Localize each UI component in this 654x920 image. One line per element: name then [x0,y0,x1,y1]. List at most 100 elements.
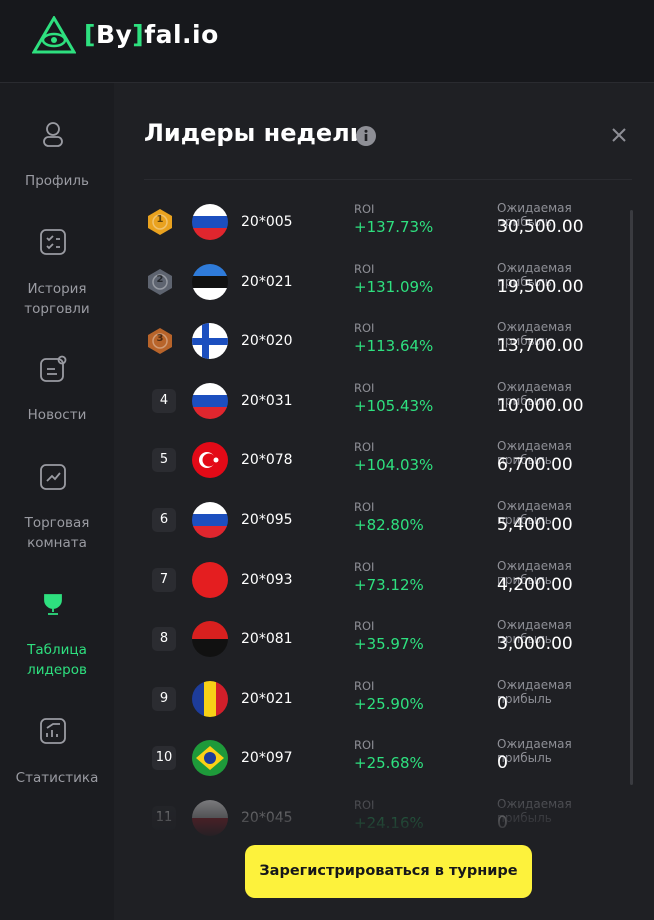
leader-row: 4 20*031 ROI +105.43% Ожидаемая прибыль 10,00… [144,377,624,427]
leader-row: 2 20*021 ROI +131.09% Ожидаемая прибыль 19,50… [144,258,624,308]
nav-item[interactable]: Профиль [25,173,89,189]
nav-item[interactable]: История торговли [24,281,90,317]
nav-icon[interactable] [38,119,68,149]
flag [192,323,228,360]
leader-row: 10 20*097 ROI +25.68% Ожидаемая прибыль 0 [144,734,624,784]
leader-row: 1 20*005 ROI +137.73% Ожидаемая прибыль 30,50… [144,198,624,248]
roi-value: +25.68% [354,754,424,773]
header: [By]fal.io [0,0,654,83]
logo-text: fal.io [144,20,219,49]
roi-value: +104.03% [354,456,434,475]
flag [192,561,228,598]
nav-icon[interactable] [38,354,68,384]
scrollbar[interactable] [630,210,633,785]
trader-name: 20*020 [241,333,293,350]
panel-title: Лидеры недели [144,119,367,147]
profit-value: 13,700.00 [497,336,584,357]
rank: 5 [152,448,176,473]
info-icon[interactable] [355,125,377,147]
leader-row: 5 20*078 ROI +104.03% Ожидаемая прибыль 6,700… [144,436,624,486]
register-button[interactable]: Зарегистрироваться в турнире [245,845,532,898]
roi-value: +113.64% [354,337,434,356]
flag [192,740,228,777]
trader-name: 20*005 [241,214,293,230]
nav-item[interactable]: Таблица лидеров [27,642,87,678]
leader-row: 6 20*095 ROI +82.80% Ожидаемая прибыль 5,400.… [144,496,624,546]
rank: 1 [156,214,164,225]
close-button[interactable] [611,127,627,143]
profit-value: 30,500.00 [497,217,584,237]
logo[interactable]: [By]fal.io [84,20,219,49]
nav-icon[interactable] [38,227,68,257]
trader-name: 20*095 [241,512,293,528]
roi-label: ROI [354,559,375,574]
rank: 4 [152,388,176,413]
profit-value: 0 [497,753,508,774]
flag [192,382,228,419]
profit-label: Ожидаемая прибыль [497,618,572,647]
roi-value: +35.97% [354,635,424,654]
leader-row: 8 20*081 ROI +35.97% Ожидаемая прибыль 3,000.… [144,615,624,665]
medal [148,268,172,295]
sidebar [0,83,114,920]
roi-value: +105.43% [354,396,434,415]
roi-value: +73.12% [354,575,424,594]
roi-label: ROI [354,321,375,336]
rank: 6 [152,508,176,532]
roi-label: ROI [354,678,375,693]
profit-value: 19,500.00 [497,276,584,297]
flag [192,680,228,717]
leader-row: 7 20*093 ROI +73.12% Ожидаемая прибыль 4,200.… [144,556,624,606]
trader-name: 20*021 [241,690,293,707]
nav-icon[interactable] [38,589,68,619]
profit-value: 0 [497,693,508,714]
profit-label: Ожидаемая прибыль [497,677,572,706]
profit-label: Ожидаемая прибыль [497,260,572,289]
rank: 9 [152,686,176,711]
logo-text: By [95,20,133,49]
trader-name: 20*078 [241,452,293,469]
roi-label: ROI [354,619,375,634]
logo-bracket: ] [132,20,145,49]
profit-label: Ожидаемая прибыль [497,558,572,587]
logo-bracket: [ [84,20,96,49]
trader-name: 20*031 [241,392,293,409]
nav-icon[interactable] [38,462,68,492]
nav-item[interactable]: Торговая комната [24,515,90,551]
trader-name: 20*081 [241,631,293,648]
trader-name: 20*097 [241,750,293,767]
rank: 2 [156,273,164,285]
rank: 7 [152,567,176,592]
flag [192,204,228,240]
roi-label: ROI [354,261,375,276]
roi-label: ROI [354,202,375,216]
profit-label: Ожидаемая прибыль [497,201,572,229]
roi-value: +82.80% [354,516,424,534]
roi-value: +131.09% [354,277,434,296]
roi-label: ROI [354,380,375,395]
flag [192,442,228,479]
profit-value: 5,400.00 [497,515,573,535]
fade [114,790,654,840]
profit-label: Ожидаемая прибыль [497,737,572,766]
profit-value: 10,000.00 [497,395,584,416]
roi-label: ROI [354,440,375,455]
logo-icon [32,16,76,54]
profit-label: Ожидаемая прибыль [497,439,572,468]
nav-icon[interactable] [38,716,68,746]
nav-item[interactable]: Статистика [15,770,99,786]
rank: 3 [156,333,164,345]
leader-row: 9 20*021 ROI +25.90% Ожидаемая прибыль 0 [144,675,624,725]
trader-name: 20*093 [241,571,293,588]
rank: 8 [152,627,176,652]
nav-item[interactable]: Новости [27,407,87,423]
divider [144,179,632,180]
profit-label: Ожидаемая прибыль [497,379,572,408]
medal [148,328,172,355]
flag [192,502,228,538]
profit-value: 3,000.00 [497,634,573,655]
leader-row: 3 20*020 ROI +113.64% Ожидаемая прибыль 13,70… [144,317,624,367]
rank: 10 [152,746,176,771]
roi-label: ROI [354,738,375,753]
